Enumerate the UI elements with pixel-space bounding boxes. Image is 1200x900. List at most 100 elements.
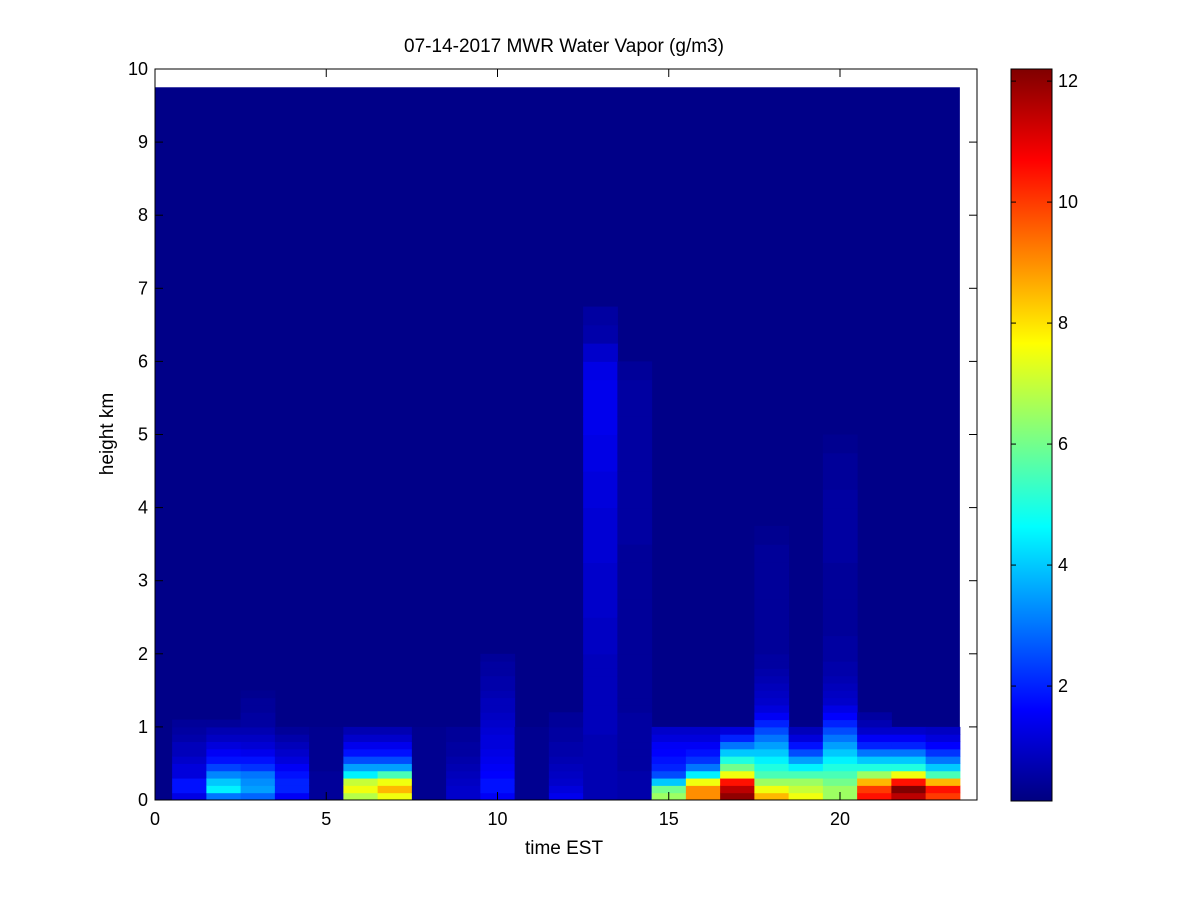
heatmap-cell xyxy=(446,734,481,743)
heatmap-cell xyxy=(514,756,550,764)
heatmap-cell xyxy=(343,770,379,779)
heatmap-cell xyxy=(583,690,618,699)
heatmap-cell xyxy=(822,778,858,786)
heatmap-cell xyxy=(583,324,618,344)
colorbar-ticks: 2 4 6 8 10 12 xyxy=(1011,71,1078,696)
heatmap-cell xyxy=(720,763,755,772)
heatmap-cell xyxy=(206,778,242,786)
heatmap-cell xyxy=(617,361,653,381)
heatmap-cell xyxy=(309,726,344,735)
heatmap-cell xyxy=(651,756,687,764)
heatmap-cell xyxy=(617,792,653,801)
colorbar-tick-label: 10 xyxy=(1058,192,1078,212)
heatmap-cell xyxy=(754,544,790,563)
heatmap-cell xyxy=(548,712,584,721)
heatmap-cell xyxy=(857,778,892,786)
heatmap-cell xyxy=(822,726,858,735)
chart-title: 07-14-2017 MWR Water Vapor (g/m3) xyxy=(404,36,724,57)
y-tick-label: 7 xyxy=(138,278,148,298)
heatmap-cell xyxy=(925,763,961,772)
heatmap-cell xyxy=(480,748,516,757)
heatmap-cell xyxy=(617,661,653,669)
heatmap-cell xyxy=(377,778,413,786)
heatmap-cell xyxy=(446,748,481,757)
heatmap-cell xyxy=(925,770,961,779)
heatmap-cell xyxy=(857,763,892,772)
heatmap-cell xyxy=(480,741,516,750)
heatmap-cell xyxy=(514,763,550,772)
colorbar-tick-label: 2 xyxy=(1058,676,1068,696)
heatmap-cell xyxy=(583,379,618,399)
colorbar-tick-label: 12 xyxy=(1058,71,1078,91)
heatmap-cell xyxy=(788,748,824,757)
heatmap-cell xyxy=(343,792,379,801)
heatmap-cell xyxy=(617,452,653,472)
heatmap-cell xyxy=(343,756,379,764)
heatmap-cell xyxy=(857,756,892,764)
heatmap-cell xyxy=(925,785,961,794)
heatmap-cell xyxy=(891,778,927,786)
heatmap-cell xyxy=(857,712,892,721)
x-tick-label: 10 xyxy=(487,809,507,829)
heatmap-cell xyxy=(754,661,790,669)
x-tick-label: 5 xyxy=(321,809,331,829)
heatmap-cell xyxy=(480,683,516,691)
heatmap-cell xyxy=(343,741,379,750)
heatmap-cell xyxy=(891,726,927,735)
heatmap-cell xyxy=(822,785,858,794)
heatmap-cell xyxy=(583,598,618,618)
heatmap-cell xyxy=(377,726,413,735)
x-tick-label: 0 xyxy=(150,809,160,829)
heatmap-cell xyxy=(411,734,447,743)
heatmap-cell xyxy=(754,778,790,786)
heatmap-cell xyxy=(754,675,790,684)
heatmap-cell xyxy=(583,416,618,435)
heatmap-cell xyxy=(651,748,687,757)
heatmap-cell xyxy=(617,763,653,772)
heatmap-cell xyxy=(754,756,790,764)
heatmap-cell xyxy=(343,785,379,794)
heatmap-cell xyxy=(754,617,790,637)
heatmap-cell xyxy=(548,785,584,794)
heatmap-cell xyxy=(514,778,550,786)
heatmap-cell xyxy=(172,763,207,772)
heatmap-cell xyxy=(172,792,207,801)
heatmap-cell xyxy=(480,778,516,786)
heatmap-cell xyxy=(822,434,858,454)
heatmap-cell xyxy=(206,719,242,728)
heatmap-cell xyxy=(480,704,516,713)
heatmap-cell xyxy=(155,792,173,801)
heatmap-cell xyxy=(411,756,447,764)
heatmap-cell xyxy=(754,792,790,801)
heatmap-cell xyxy=(548,741,584,750)
colorbar-tick-label: 6 xyxy=(1058,434,1068,454)
heatmap-cell xyxy=(617,712,653,721)
heatmap-cell xyxy=(617,726,653,735)
heatmap-cell xyxy=(583,712,618,721)
x-axis-label: time EST xyxy=(525,838,604,859)
heatmap-cell xyxy=(822,471,858,490)
heatmap-cell xyxy=(685,734,721,743)
heatmap-cell xyxy=(172,770,207,779)
heatmap-cell xyxy=(617,379,653,399)
heatmap-cell xyxy=(720,756,755,764)
heatmap-cell xyxy=(685,770,721,779)
colorbar-gradient xyxy=(1011,69,1052,801)
heatmap-cell xyxy=(788,726,824,735)
heatmap-cell xyxy=(514,741,550,750)
heatmap-cell xyxy=(240,785,276,794)
heatmap-cell xyxy=(446,770,481,779)
heatmap-cell xyxy=(754,580,790,600)
heatmap-cell xyxy=(754,763,790,772)
heatmap-cell xyxy=(155,726,173,735)
heatmap-cell xyxy=(274,726,310,735)
heatmap-cell xyxy=(411,770,447,779)
heatmap-cell xyxy=(514,785,550,794)
heatmap-cell xyxy=(240,704,276,713)
heatmap-cell xyxy=(583,719,618,728)
heatmap-cell xyxy=(925,756,961,764)
heatmap-cell xyxy=(480,719,516,728)
heatmap-cell xyxy=(309,756,344,764)
x-tick-label: 20 xyxy=(830,809,850,829)
heatmap-cell xyxy=(925,792,961,801)
